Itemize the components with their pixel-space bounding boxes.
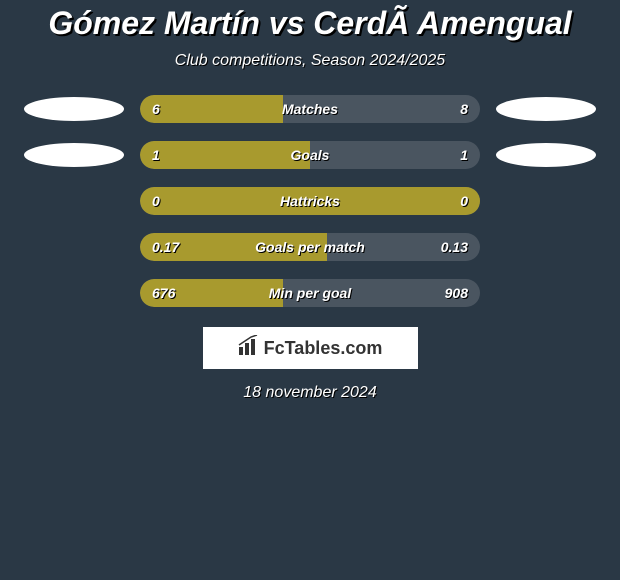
stat-bar: 676 Min per goal 908 xyxy=(140,279,480,307)
stat-row: 6 Matches 8 xyxy=(0,95,620,123)
stat-row: 0.17 Goals per match 0.13 xyxy=(0,233,620,261)
stat-value-right: 0.13 xyxy=(441,239,468,255)
stat-value-right: 8 xyxy=(460,101,468,117)
stat-bar: 0.17 Goals per match 0.13 xyxy=(140,233,480,261)
stat-value-left: 0 xyxy=(152,193,160,209)
stat-label: Min per goal xyxy=(269,285,351,301)
stat-label: Goals per match xyxy=(255,239,365,255)
stat-row: 1 Goals 1 xyxy=(0,141,620,169)
player-ellipse-right xyxy=(496,143,596,167)
stat-row: 676 Min per goal 908 xyxy=(0,279,620,307)
stat-row: 0 Hattricks 0 xyxy=(0,187,620,215)
date-label: 18 november 2024 xyxy=(0,384,620,402)
player-ellipse-left xyxy=(24,143,124,167)
brand-text: FcTables.com xyxy=(264,338,383,359)
stat-label: Hattricks xyxy=(280,193,340,209)
stat-value-left: 0.17 xyxy=(152,239,179,255)
player-ellipse-right xyxy=(496,97,596,121)
chart-icon xyxy=(238,335,260,361)
stat-value-right: 0 xyxy=(460,193,468,209)
stat-bar: 1 Goals 1 xyxy=(140,141,480,169)
stats-rows: 6 Matches 8 1 Goals 1 0 Hattricks 0 0.17 Goals per… xyxy=(0,95,620,307)
comparison-title: Gómez Martín vs CerdÃ Amengual xyxy=(0,5,620,42)
stat-bar: 0 Hattricks 0 xyxy=(140,187,480,215)
stats-comparison-card: Gómez Martín vs CerdÃ Amengual Club comp… xyxy=(0,0,620,402)
stat-value-left: 676 xyxy=(152,285,175,301)
comparison-subtitle: Club competitions, Season 2024/2025 xyxy=(0,52,620,70)
bar-fill-left xyxy=(140,95,283,123)
stat-value-left: 1 xyxy=(152,147,160,163)
player-ellipse-left xyxy=(24,97,124,121)
stat-value-left: 6 xyxy=(152,101,160,117)
stat-bar: 6 Matches 8 xyxy=(140,95,480,123)
brand-box[interactable]: FcTables.com xyxy=(203,327,418,369)
stat-value-right: 1 xyxy=(460,147,468,163)
stat-label: Goals xyxy=(291,147,330,163)
stat-label: Matches xyxy=(282,101,338,117)
stat-value-right: 908 xyxy=(445,285,468,301)
bar-fill-left xyxy=(140,141,310,169)
